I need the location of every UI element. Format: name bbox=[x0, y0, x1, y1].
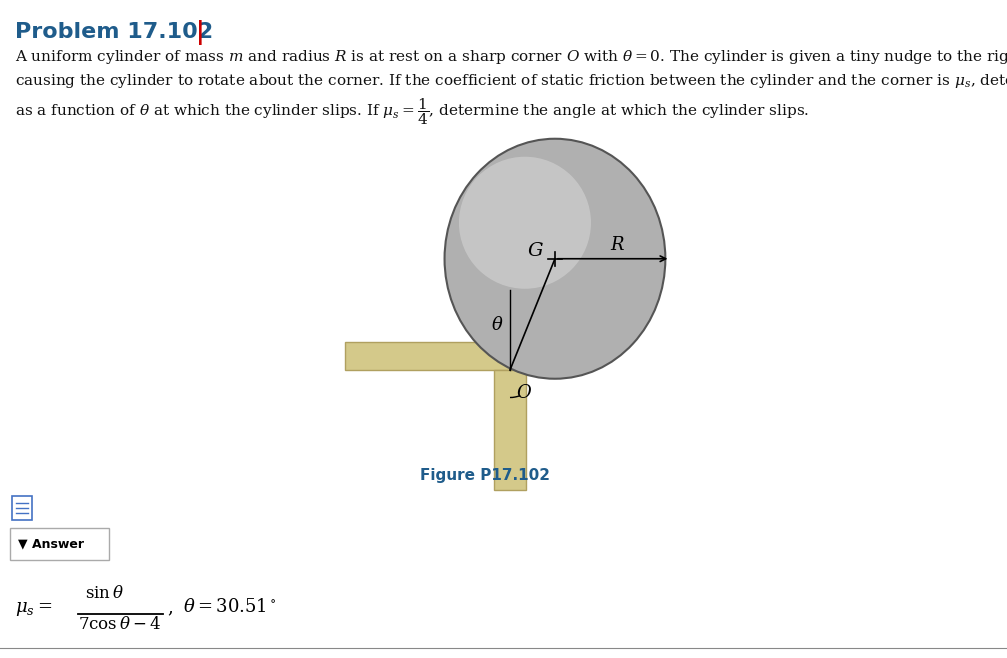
Text: $G$: $G$ bbox=[527, 241, 544, 260]
Text: $\theta = 30.51^\circ$: $\theta = 30.51^\circ$ bbox=[183, 598, 277, 616]
FancyBboxPatch shape bbox=[12, 496, 32, 520]
Text: $\sin\theta$: $\sin\theta$ bbox=[85, 585, 124, 602]
Text: ,: , bbox=[167, 598, 173, 616]
Text: ▼ Answer: ▼ Answer bbox=[18, 538, 84, 551]
Text: $O$: $O$ bbox=[516, 384, 533, 402]
Text: A uniform cylinder of mass $m$ and radius $R$ is at rest on a sharp corner $O$ w: A uniform cylinder of mass $m$ and radiu… bbox=[15, 48, 1007, 66]
Text: $R$: $R$ bbox=[610, 236, 625, 254]
Bar bbox=[345, 342, 510, 370]
Text: causing the cylinder to rotate about the corner. If the coefficient of static fr: causing the cylinder to rotate about the… bbox=[15, 72, 1007, 90]
Ellipse shape bbox=[444, 139, 666, 379]
Text: $\mu_s =$: $\mu_s =$ bbox=[15, 600, 52, 618]
FancyBboxPatch shape bbox=[10, 528, 109, 560]
Text: |: | bbox=[196, 20, 204, 45]
Text: $7\cos\theta - 4$: $7\cos\theta - 4$ bbox=[78, 616, 161, 633]
Ellipse shape bbox=[459, 157, 591, 289]
Text: as a function of $\theta$ at which the cylinder slips. If $\mu_s = \dfrac{1}{4}$: as a function of $\theta$ at which the c… bbox=[15, 96, 810, 127]
Text: Problem 17.102: Problem 17.102 bbox=[15, 22, 213, 42]
Text: Figure P17.102: Figure P17.102 bbox=[420, 468, 550, 483]
Bar bbox=[494, 370, 526, 490]
Text: $\theta$: $\theta$ bbox=[491, 316, 504, 334]
